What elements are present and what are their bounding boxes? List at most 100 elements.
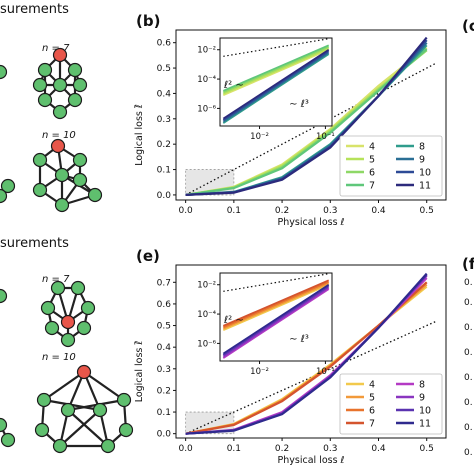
graph-node	[0, 288, 8, 304]
inset-y-tick-label: 10⁻⁴	[197, 310, 216, 320]
y-axis-label: Logical loss ℓ̄	[134, 341, 145, 403]
right-edge-tick: 0.	[464, 348, 473, 358]
top-n7-graph-nodes	[32, 47, 88, 120]
y-tick-label: 0.3	[157, 115, 171, 125]
inset-x-tick-label: 10⁻¹	[316, 132, 335, 142]
legend-label: 5	[369, 393, 375, 404]
graph-node	[60, 402, 76, 418]
inset-annotation: ℓ² ∼	[224, 80, 244, 91]
left-panel-top: surements n = 7 n = 10	[0, 2, 103, 213]
plot-frame	[175, 264, 447, 439]
graph-node	[54, 167, 70, 183]
y-tick-label: 0.2	[157, 140, 171, 150]
graph-node	[44, 320, 60, 336]
right-edge-tick: 0.	[464, 423, 473, 433]
graph-node	[80, 300, 96, 316]
right-edge-tick: 0.	[464, 373, 473, 383]
y-tick-label: 0.0	[157, 430, 172, 440]
legend-label: 7	[369, 419, 375, 430]
y-tick-label: 0.6	[157, 39, 172, 49]
graph-node	[87, 187, 103, 203]
series-line-7	[185, 48, 428, 196]
x-tick-label: 0.2	[275, 444, 289, 454]
inset-series-9	[222, 51, 330, 123]
right-edge-tick-labels: 0. 0. 0. 0. 0. 0. 0. 0.	[464, 278, 473, 458]
panel-label: (e)	[136, 247, 160, 265]
y-tick-label: 0.6	[157, 300, 172, 310]
y-tick-label: 0.3	[157, 365, 171, 375]
x-tick-label: 0.5	[420, 206, 434, 216]
graph-node	[116, 392, 132, 408]
graph-node	[34, 422, 50, 438]
graph-node	[72, 172, 88, 188]
graph-node	[50, 280, 66, 296]
legend-label: 4	[369, 380, 375, 391]
inset-y-tick-label: 10⁻⁴	[197, 75, 216, 85]
graph-node	[0, 188, 8, 204]
left-bottom-header: surements	[0, 236, 69, 251]
inset-series-5	[222, 282, 330, 330]
graph-node	[67, 92, 83, 108]
graph-node	[52, 438, 68, 454]
root-node	[60, 314, 76, 330]
x-tick-label: 0.3	[323, 444, 337, 454]
series-line-11	[185, 272, 428, 435]
x-tick-label: 0.4	[371, 444, 386, 454]
bottom-n7-label: n = 7	[42, 274, 70, 285]
graph-node	[52, 104, 68, 120]
inset-series-7	[222, 279, 330, 327]
x-tick-label: 0.2	[275, 206, 289, 216]
plot-frame	[175, 29, 447, 201]
series-line-11	[185, 36, 428, 196]
graph-node	[76, 320, 92, 336]
inset-series-5	[222, 47, 330, 95]
inset-series-7	[222, 44, 330, 92]
inset-reference-line	[223, 38, 329, 57]
legend-label: 5	[369, 155, 375, 166]
inset-x-tick-label: 10⁻¹	[316, 367, 335, 377]
panel-f-label: (f	[462, 255, 474, 273]
inset-series-8	[222, 288, 330, 359]
right-edge-tick: 0.	[464, 398, 473, 408]
reference-line	[185, 62, 437, 196]
legend-label: 6	[369, 406, 375, 417]
inset-series-11	[222, 283, 330, 355]
y-tick-label: 0.2	[157, 386, 171, 396]
left-top-header: surements	[0, 2, 69, 17]
graph-node	[118, 422, 134, 438]
inset-series-10	[222, 50, 330, 121]
graph-node	[0, 417, 8, 433]
legend-box	[339, 373, 443, 435]
graph-node	[0, 178, 16, 194]
root-node	[50, 138, 66, 154]
left-panel-bottom: surements n = 7 n = 10	[0, 236, 134, 454]
graph-node	[0, 432, 16, 448]
y-tick-label: 0.5	[157, 64, 171, 74]
inset-y-tick-label: 10⁻²	[197, 46, 216, 56]
inset-annotation: ∼ ℓ³	[289, 334, 309, 345]
x-tick-label: 0.1	[227, 206, 241, 216]
right-edge-tick: 0.	[464, 298, 473, 308]
graph-node	[72, 77, 88, 93]
y-tick-label: 0.7	[157, 278, 171, 288]
graph-node	[60, 332, 76, 348]
graph-node	[36, 392, 52, 408]
top-n10-label: n = 10	[42, 130, 76, 141]
inset-annotation: ℓ² ∼	[224, 315, 244, 326]
top-left-partial-nodes	[0, 64, 16, 204]
x-tick-label: 0.0	[178, 206, 193, 216]
legend-label: 8	[419, 142, 425, 153]
graph-node	[70, 280, 86, 296]
x-tick-label: 0.0	[178, 444, 193, 454]
inset-series-4	[222, 48, 330, 97]
graph-node	[32, 182, 48, 198]
chart-b: (b) 0.0 0.1 0.2 0.3 0.4 0.5 0.0 0.1 0.2 0.3 0.4 0.5 0…	[134, 12, 447, 228]
x-tick-label: 0.3	[323, 206, 337, 216]
inset-y-tick-label: 10⁻⁶	[197, 339, 216, 349]
inset-series-6	[222, 280, 330, 329]
x-axis-label: Physical loss ℓ	[278, 217, 345, 228]
graph-node	[32, 152, 48, 168]
y-tick-label: 0.4	[157, 89, 172, 99]
inset-x-tick-label: 10⁻²	[250, 132, 269, 142]
